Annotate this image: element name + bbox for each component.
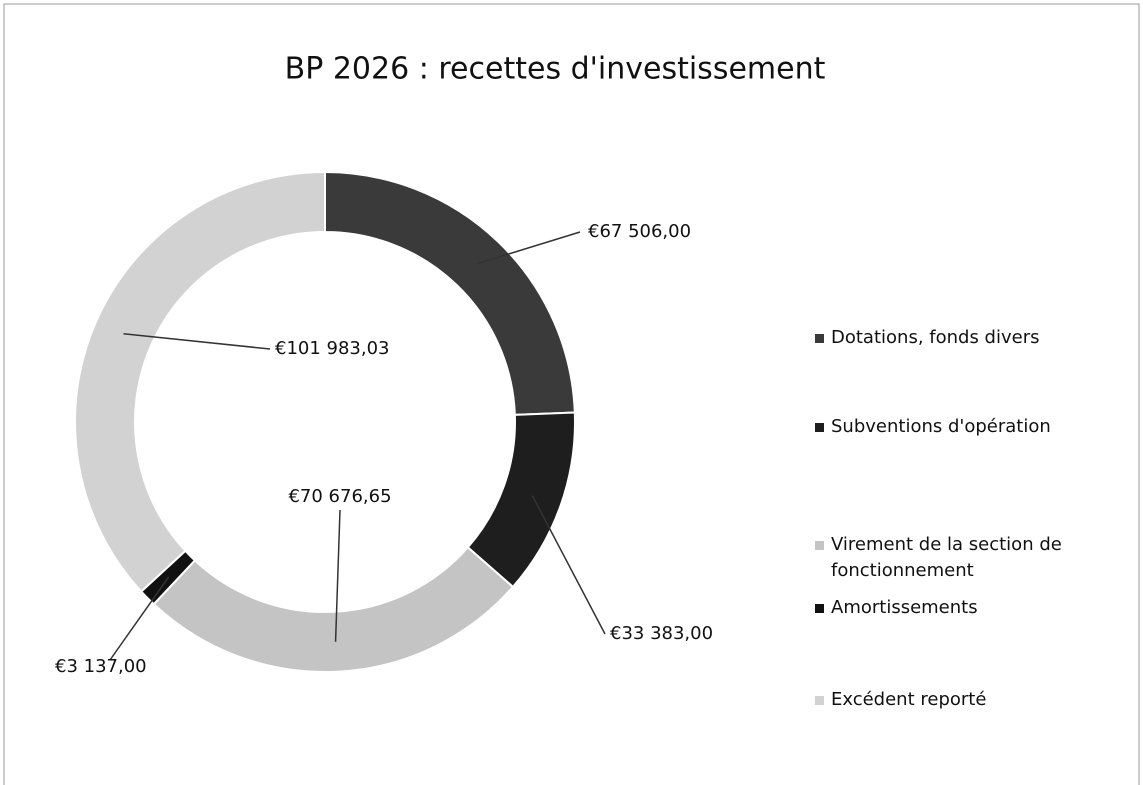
legend-label: Dotations, fonds divers — [831, 327, 1040, 348]
legend-marker — [815, 423, 824, 432]
legend-marker — [815, 541, 824, 550]
data-label: €101 983,03 — [275, 338, 390, 359]
leader-line — [477, 231, 581, 265]
data-label: €70 676,65 — [288, 486, 391, 507]
data-label: €3 137,00 — [55, 656, 147, 677]
legend-label: Subventions d'opération — [831, 416, 1051, 437]
leader-line — [109, 576, 170, 661]
legend-label: Amortissements — [831, 597, 978, 618]
leader-line — [334, 509, 341, 642]
leader-line — [531, 495, 606, 635]
legend-entry: Subventions d'opération — [815, 414, 1135, 440]
legend-label: Virement de la section de fonctionnement — [831, 534, 1062, 581]
donut-slice — [152, 545, 515, 673]
legend-label: Excédent reporté — [831, 689, 987, 710]
chart-title: BP 2026 : recettes d'investissement — [285, 52, 826, 87]
donut-slice — [74, 170, 326, 593]
data-label: €67 506,00 — [588, 221, 691, 242]
frame — [3, 3, 1140, 785]
legend-entry: Amortissements — [815, 595, 1135, 621]
legend-entry: Dotations, fonds divers — [815, 325, 1135, 351]
legend-marker — [815, 604, 824, 613]
legend-entry: Virement de la section de fonctionnement — [815, 532, 1135, 584]
data-label: €33 383,00 — [610, 623, 713, 644]
donut-slice — [324, 170, 576, 416]
leader-line — [123, 332, 271, 350]
legend-entry: Excédent reporté — [815, 687, 1135, 713]
legend-marker — [815, 696, 824, 705]
legend-marker — [815, 334, 824, 343]
